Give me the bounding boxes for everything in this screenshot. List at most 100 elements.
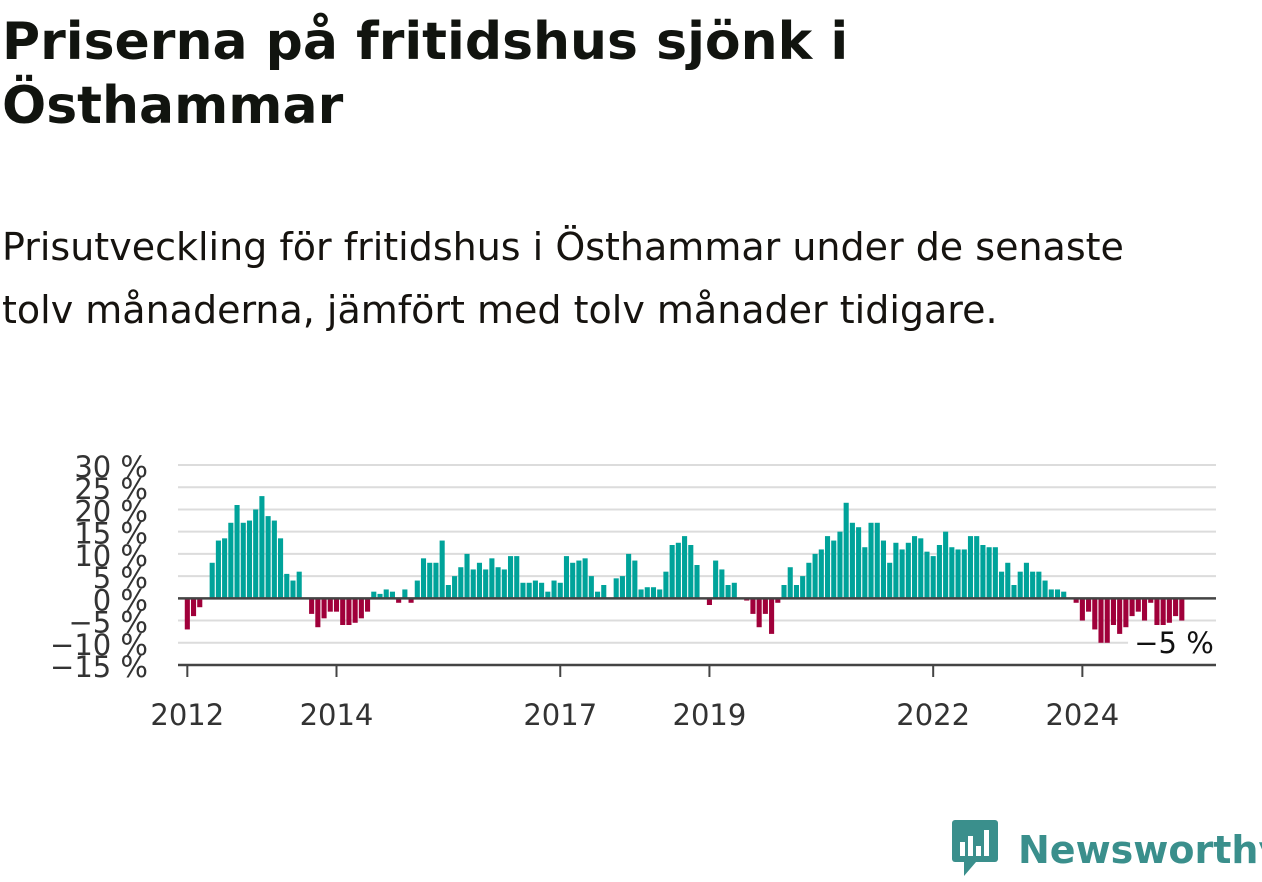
bar (246, 520, 253, 599)
bar (911, 536, 918, 599)
bar (507, 556, 514, 599)
bar (439, 540, 445, 599)
bar (1117, 598, 1123, 634)
bar (1160, 598, 1166, 630)
bar (595, 591, 601, 599)
bar (1023, 562, 1029, 599)
bar (427, 562, 433, 599)
bar (551, 580, 557, 599)
newsworthy-logo-icon (950, 818, 1000, 882)
bar (458, 567, 464, 599)
bar (874, 522, 880, 599)
y-tick-label: −15 % (50, 650, 148, 684)
y-tick-label: −5 % (68, 606, 148, 640)
bar (706, 598, 712, 605)
bar (837, 531, 843, 599)
bar (383, 589, 389, 599)
bar (545, 591, 551, 599)
bar (433, 562, 439, 599)
bar (899, 549, 905, 599)
bar (1179, 598, 1185, 621)
bar (849, 522, 855, 599)
bar (539, 582, 545, 599)
bar (234, 505, 240, 599)
bar (340, 598, 346, 625)
bar (943, 531, 949, 599)
chart-title: Priserna på fritidshus sjönk i Östhammar (2, 12, 849, 136)
bar (955, 549, 961, 599)
bar (967, 536, 974, 599)
bar (1079, 598, 1085, 621)
bar (265, 516, 271, 599)
bar (750, 598, 756, 614)
bar (315, 598, 321, 628)
axes (178, 597, 1216, 677)
bar (880, 540, 887, 599)
bar (284, 573, 290, 599)
bar (1129, 598, 1135, 617)
bar (793, 585, 799, 599)
bar (688, 545, 694, 599)
bar (719, 569, 725, 599)
bar (626, 553, 632, 599)
bar (520, 582, 526, 599)
bar (663, 571, 669, 599)
bar (1011, 585, 1017, 599)
bar (812, 553, 818, 599)
bar (682, 536, 688, 599)
bar (327, 598, 333, 612)
bar (843, 502, 849, 599)
bar (818, 549, 824, 599)
bar (489, 558, 495, 599)
bar (856, 527, 862, 599)
bar (365, 598, 371, 612)
bar (806, 562, 812, 599)
bar (824, 536, 831, 599)
bar (769, 598, 775, 634)
bar (887, 562, 893, 599)
bar (980, 545, 986, 599)
bar (1036, 571, 1042, 599)
y-tick-label: 20 % (74, 494, 148, 528)
bar (936, 545, 942, 599)
bar (787, 567, 793, 599)
bar (514, 556, 520, 599)
bar (476, 562, 483, 599)
last-value-label: −5 % (1134, 626, 1214, 660)
bar (613, 578, 619, 599)
bar (259, 496, 265, 599)
bar (949, 547, 955, 599)
bar (800, 576, 806, 599)
bar (675, 542, 681, 599)
bar (321, 598, 327, 619)
bar (1086, 598, 1092, 612)
bar (501, 569, 507, 599)
bar (713, 560, 719, 599)
bar (1042, 580, 1048, 599)
bar (408, 598, 414, 603)
bar (526, 582, 532, 599)
bar (532, 580, 538, 599)
bar (346, 598, 352, 625)
bar (669, 545, 675, 599)
bar (1148, 598, 1154, 603)
gridlines (178, 464, 1216, 644)
bar (215, 540, 221, 599)
bar (470, 569, 476, 599)
bar (1054, 589, 1061, 599)
bar (924, 551, 930, 599)
bar (1154, 598, 1160, 630)
bar (1073, 598, 1079, 603)
bar (352, 598, 358, 623)
bar (278, 538, 284, 599)
bar (992, 547, 998, 599)
bar (209, 562, 215, 599)
bar (974, 536, 980, 599)
bar (930, 556, 936, 599)
bar (619, 576, 625, 599)
bar (775, 598, 781, 603)
y-tick-label: 30 % (74, 450, 148, 484)
bar (1141, 598, 1148, 621)
axis-labels: 30 %25 %20 %15 %10 %5 %0 %−5 %−10 %−15 %… (50, 450, 1220, 730)
bar (893, 542, 899, 599)
